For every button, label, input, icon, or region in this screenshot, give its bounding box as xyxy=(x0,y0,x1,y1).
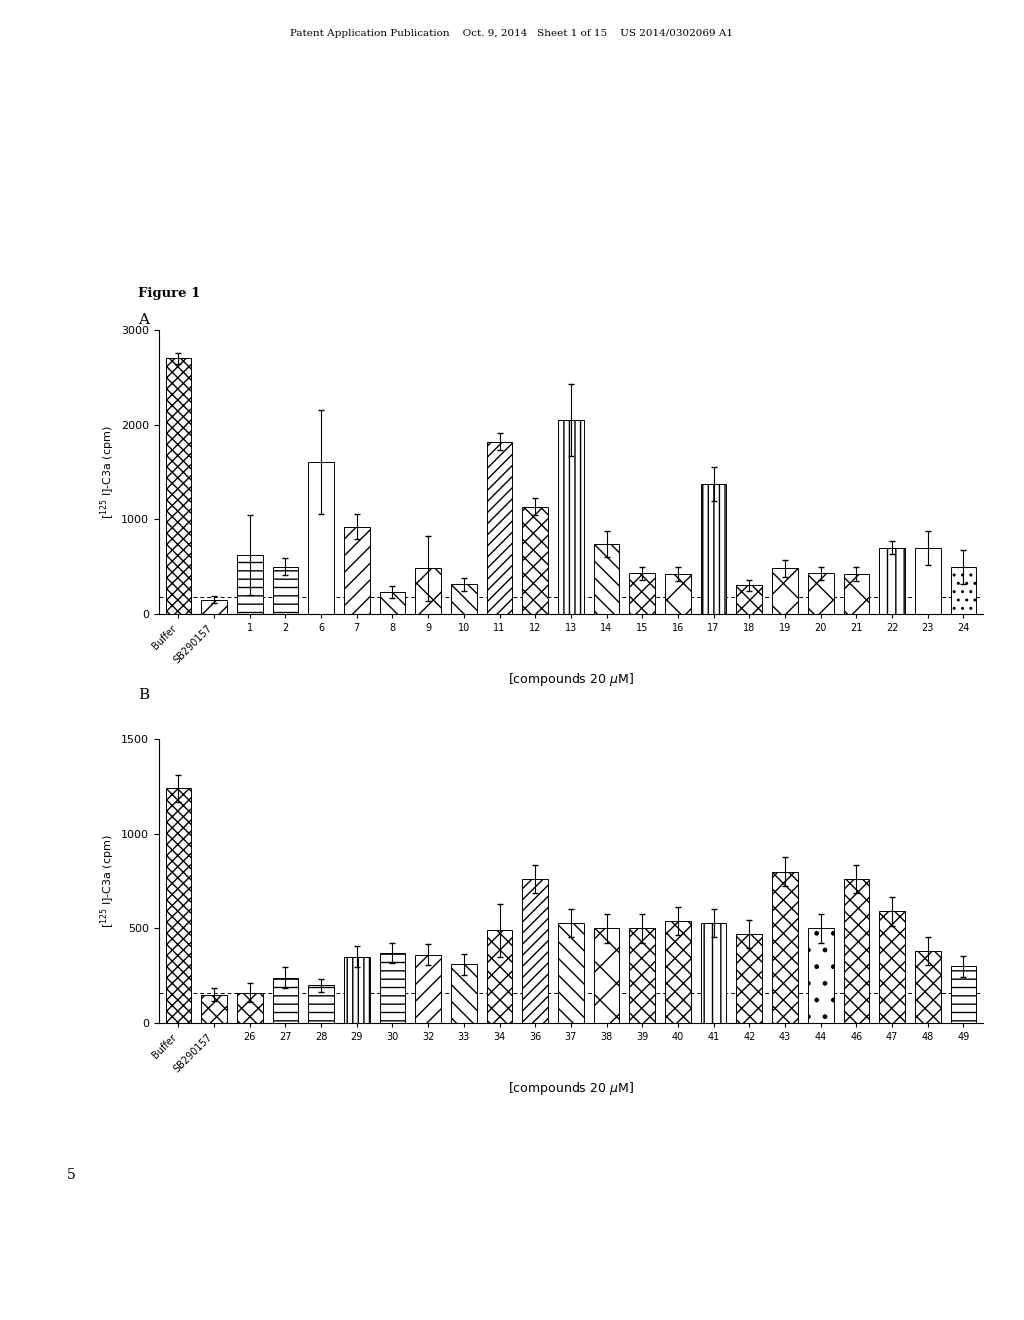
Bar xyxy=(950,568,976,614)
Bar xyxy=(308,985,334,1023)
Bar xyxy=(380,593,406,614)
Bar xyxy=(237,556,262,614)
Bar xyxy=(666,574,691,614)
Bar xyxy=(486,931,512,1023)
Bar xyxy=(736,935,762,1023)
Bar xyxy=(522,507,548,614)
Bar xyxy=(522,879,548,1023)
Bar xyxy=(594,928,620,1023)
Bar xyxy=(558,420,584,614)
Bar xyxy=(772,569,798,614)
Text: A: A xyxy=(138,313,150,327)
Bar xyxy=(666,921,691,1023)
Bar xyxy=(380,953,406,1023)
Bar xyxy=(166,358,191,614)
Bar xyxy=(272,566,298,614)
Bar xyxy=(272,978,298,1023)
Bar xyxy=(416,569,441,614)
Bar xyxy=(344,527,370,614)
Bar xyxy=(950,966,976,1023)
Bar xyxy=(201,599,227,614)
Bar xyxy=(844,574,869,614)
X-axis label: [compounds 20 $\mu$M]: [compounds 20 $\mu$M] xyxy=(508,671,634,688)
Text: Patent Application Publication    Oct. 9, 2014   Sheet 1 of 15    US 2014/030206: Patent Application Publication Oct. 9, 2… xyxy=(291,29,733,38)
Bar xyxy=(486,442,512,614)
Bar xyxy=(594,544,620,614)
Bar xyxy=(451,585,476,614)
Bar xyxy=(166,788,191,1023)
Bar xyxy=(451,965,476,1023)
Bar xyxy=(416,954,441,1023)
Bar xyxy=(308,462,334,614)
Bar xyxy=(237,993,262,1023)
Bar xyxy=(880,911,905,1023)
Bar xyxy=(558,923,584,1023)
Bar xyxy=(772,871,798,1023)
Bar xyxy=(630,928,655,1023)
Text: 5: 5 xyxy=(67,1168,76,1183)
Bar xyxy=(700,484,726,614)
Bar xyxy=(630,573,655,614)
Bar xyxy=(808,928,834,1023)
Text: Figure 1: Figure 1 xyxy=(138,286,201,300)
X-axis label: [compounds 20 $\mu$M]: [compounds 20 $\mu$M] xyxy=(508,1080,634,1097)
Bar xyxy=(914,548,941,614)
Bar xyxy=(844,879,869,1023)
Bar xyxy=(700,923,726,1023)
Y-axis label: [$^{125}$ I]-C3a (cpm): [$^{125}$ I]-C3a (cpm) xyxy=(98,834,117,928)
Y-axis label: [$^{125}$ I]-C3a (cpm): [$^{125}$ I]-C3a (cpm) xyxy=(98,425,117,519)
Bar xyxy=(880,548,905,614)
Bar xyxy=(736,586,762,614)
Text: B: B xyxy=(138,688,150,702)
Bar xyxy=(808,573,834,614)
Bar xyxy=(914,952,941,1023)
Bar xyxy=(201,995,227,1023)
Bar xyxy=(344,957,370,1023)
